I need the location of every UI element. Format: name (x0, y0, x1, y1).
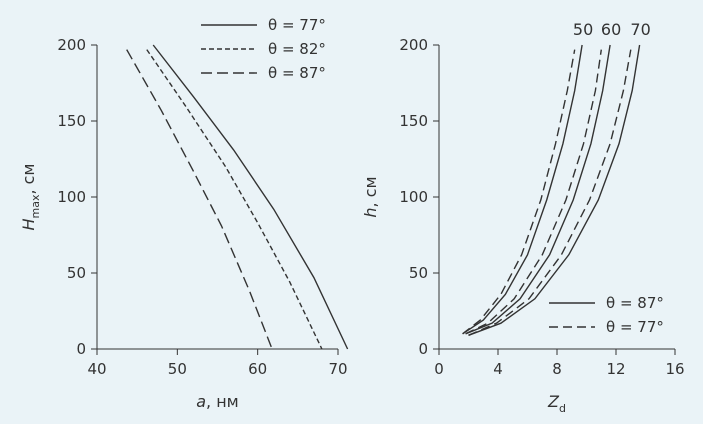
x-tick-label: 70 (328, 360, 347, 378)
x-tick-label: 16 (665, 360, 684, 378)
y-tick-label: 100 (57, 188, 86, 206)
legend-label: θ = 87° (606, 294, 664, 312)
legend-label: θ = 77° (268, 16, 326, 34)
y-tick-label: 50 (67, 264, 86, 282)
curve-label: 50 (573, 20, 593, 39)
x-tick-label: 0 (434, 360, 444, 378)
y-axis-label: h, см (361, 176, 380, 217)
left-chart: 40 50 60 70 0 50 100 150 200 a, нм Hmax, см θ = 77°… (19, 16, 349, 411)
x-tick-label: 50 (168, 360, 187, 378)
x-tick-label: 40 (87, 360, 106, 378)
series-line (126, 49, 273, 350)
curve-label: 60 (601, 20, 621, 39)
series-line (462, 49, 576, 335)
series-line (468, 49, 632, 336)
x-tick-label: 8 (552, 360, 562, 378)
y-axis-label: Hmax, см (19, 163, 42, 230)
series-line (465, 49, 602, 335)
x-tick-label: 4 (493, 360, 503, 378)
series-line (146, 49, 323, 350)
y-tick-label: 50 (409, 264, 428, 282)
legend-label: θ = 77° (606, 318, 664, 336)
series-line (462, 44, 583, 335)
x-tick-label: 12 (606, 360, 625, 378)
series-line (152, 44, 349, 350)
series-line (465, 44, 611, 335)
y-tick-label: 200 (399, 36, 428, 54)
x-axis-label: Zd (547, 392, 566, 415)
x-tick-label: 60 (248, 360, 267, 378)
series-line (468, 44, 641, 336)
y-tick-label: 0 (76, 340, 86, 358)
y-tick-label: 100 (399, 188, 428, 206)
right-chart: 0 4 8 12 16 0 50 100 150 200 Zd h, см θ = 87° θ = 77°… (361, 20, 685, 415)
curve-label: 70 (630, 20, 650, 39)
x-axis-label: a, нм (196, 392, 239, 411)
y-tick-label: 150 (57, 112, 86, 130)
y-tick-label: 0 (418, 340, 428, 358)
legend-label: θ = 82° (268, 40, 326, 58)
y-tick-label: 150 (399, 112, 428, 130)
legend-label: θ = 87° (268, 64, 326, 82)
y-tick-label: 200 (57, 36, 86, 54)
